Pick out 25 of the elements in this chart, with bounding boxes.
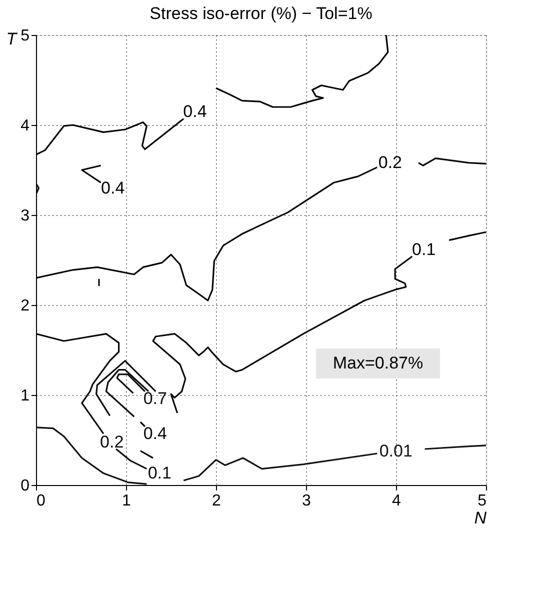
series-label: 0.2 xyxy=(100,432,124,452)
annotation: Max=0.87% xyxy=(332,354,424,372)
y-tick-label: 4 xyxy=(20,118,30,134)
y-axis-title: T xyxy=(6,30,18,48)
series-label: 0.1 xyxy=(148,463,172,482)
x-tick-label: 1 xyxy=(122,492,132,510)
y-tick-label: 3 xyxy=(20,208,30,224)
series-label: 0.4 xyxy=(183,102,207,122)
series-label: 0.4 xyxy=(143,424,167,443)
series-label: 0.2 xyxy=(378,152,402,172)
x-tick-label: 2 xyxy=(212,492,222,510)
x-tick-label: 3 xyxy=(302,492,312,510)
chart-title: Stress iso-error (%) − Tol=1% xyxy=(150,4,372,23)
series-label: 0.1 xyxy=(412,240,436,260)
x-axis-title: N xyxy=(474,508,488,528)
x-tick-label: 0 xyxy=(36,492,46,510)
y-tick-label: 2 xyxy=(20,298,30,314)
series-label: 0.01 xyxy=(379,441,412,460)
y-tick-label: 5 xyxy=(20,28,30,44)
y-tick-label: 1 xyxy=(20,388,30,404)
x-tick-label: 5 xyxy=(478,492,487,510)
y-tick-label: 0 xyxy=(20,478,30,494)
series-label: 0.4 xyxy=(101,178,125,198)
series-label: 0.7 xyxy=(143,388,167,408)
x-tick-label: 4 xyxy=(392,492,402,510)
